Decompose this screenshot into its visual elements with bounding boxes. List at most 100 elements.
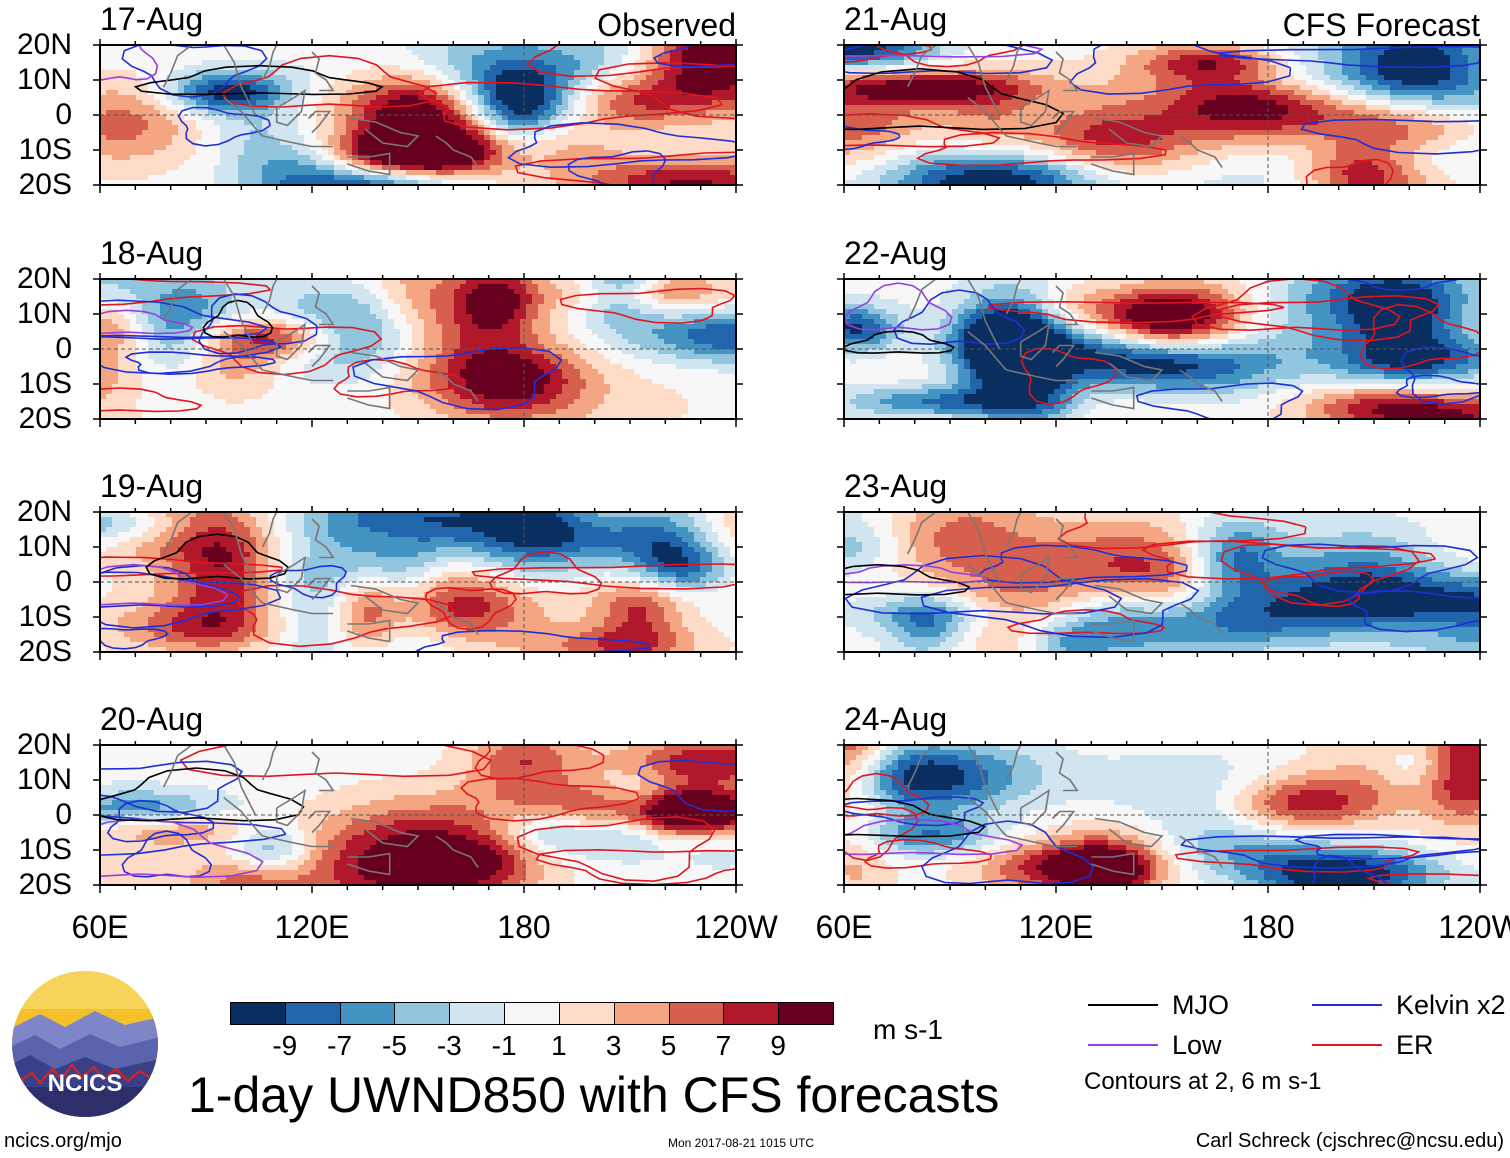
wind-cell: [142, 339, 149, 345]
wind-cell: [670, 105, 677, 111]
wind-cell: [430, 304, 437, 310]
wind-cell: [574, 354, 581, 360]
wind-cell: [634, 324, 641, 330]
wind-cell: [220, 60, 227, 66]
wind-cell: [214, 130, 221, 136]
wind-cell: [358, 369, 365, 375]
wind-cell: [358, 344, 365, 350]
wind-cell: [646, 130, 653, 136]
wind-cell: [232, 105, 239, 111]
wind-cell: [580, 135, 587, 141]
lat-tick-label: 20N: [0, 264, 72, 294]
wind-cell: [298, 160, 305, 166]
wind-cell: [100, 75, 107, 81]
wind-cell: [316, 369, 323, 375]
wind-cell: [244, 85, 251, 91]
wind-cell: [670, 344, 677, 350]
wind-cell: [634, 100, 641, 106]
wind-cell: [568, 140, 575, 146]
wind-cell: [304, 85, 311, 91]
wind-cell: [730, 339, 736, 345]
wind-cell: [316, 289, 323, 295]
wind-cell: [604, 125, 611, 131]
wind-cell: [178, 160, 185, 166]
wind-cell: [388, 155, 395, 161]
wind-cell: [232, 130, 239, 136]
wind-cell: [718, 80, 725, 86]
wind-cell: [388, 289, 395, 295]
wind-cell: [682, 155, 689, 161]
wind-cell: [592, 344, 599, 350]
wind-cell: [334, 369, 341, 375]
wind-cell: [412, 304, 419, 310]
wind-cell: [208, 80, 215, 86]
wind-cell: [292, 309, 299, 315]
wind-cell: [322, 279, 329, 285]
wind-cell: [316, 299, 323, 305]
wind-cell: [616, 95, 623, 101]
wind-cell: [100, 130, 107, 136]
wind-cell: [136, 105, 143, 111]
wind-cell: [340, 304, 347, 310]
wind-cell: [124, 55, 131, 61]
wind-cell: [370, 90, 377, 96]
wind-cell: [682, 165, 689, 171]
wind-cell: [520, 324, 527, 330]
wind-cell: [448, 170, 455, 176]
wind-cell: [634, 170, 641, 176]
wind-cell: [460, 309, 467, 315]
wind-cell: [400, 314, 407, 320]
wind-cell: [718, 160, 725, 166]
wind-cell: [100, 90, 107, 96]
wind-cell: [538, 314, 545, 320]
wind-cell: [268, 334, 275, 340]
wind-cell: [172, 90, 179, 96]
wind-cell: [526, 334, 533, 340]
wind-cell: [226, 155, 233, 161]
wind-cell: [436, 45, 443, 51]
wind-cell: [322, 140, 329, 146]
wind-cell: [394, 150, 401, 156]
wind-cell: [298, 125, 305, 131]
wind-cell: [346, 314, 353, 320]
wind-cell: [718, 319, 725, 325]
wind-cell: [328, 80, 335, 86]
wind-cell: [598, 369, 605, 375]
wind-cell: [316, 309, 323, 315]
wind-cell: [400, 105, 407, 111]
wind-cell: [502, 140, 509, 146]
wind-cell: [454, 284, 461, 290]
wind-cell: [448, 354, 455, 360]
wind-cell: [412, 349, 419, 355]
wind-cell: [160, 70, 167, 76]
wind-cell: [694, 95, 701, 101]
wind-cell: [256, 160, 263, 166]
wind-cell: [658, 314, 665, 320]
wind-cell: [322, 359, 329, 365]
wind-cell: [118, 50, 125, 56]
wind-cell: [466, 354, 473, 360]
wind-cell: [652, 85, 659, 91]
wind-cell: [190, 165, 197, 171]
wind-cell: [382, 130, 389, 136]
wind-cell: [346, 85, 353, 91]
wind-cell: [676, 105, 683, 111]
wind-cell: [190, 344, 197, 350]
wind-cell: [334, 50, 341, 56]
wind-cell: [670, 165, 677, 171]
wind-cell: [592, 60, 599, 66]
wind-cell: [430, 160, 437, 166]
wind-cell: [388, 55, 395, 61]
wind-cell: [658, 334, 665, 340]
wind-cell: [634, 115, 641, 121]
wind-cell: [118, 175, 125, 181]
wind-cell: [424, 324, 431, 330]
wind-cell: [352, 324, 359, 330]
wind-cell: [322, 309, 329, 315]
wind-cell: [670, 309, 677, 315]
wind-cell: [376, 100, 383, 106]
wind-cell: [184, 100, 191, 106]
wind-cell: [454, 324, 461, 330]
wind-cell: [124, 140, 131, 146]
wind-cell: [376, 165, 383, 171]
